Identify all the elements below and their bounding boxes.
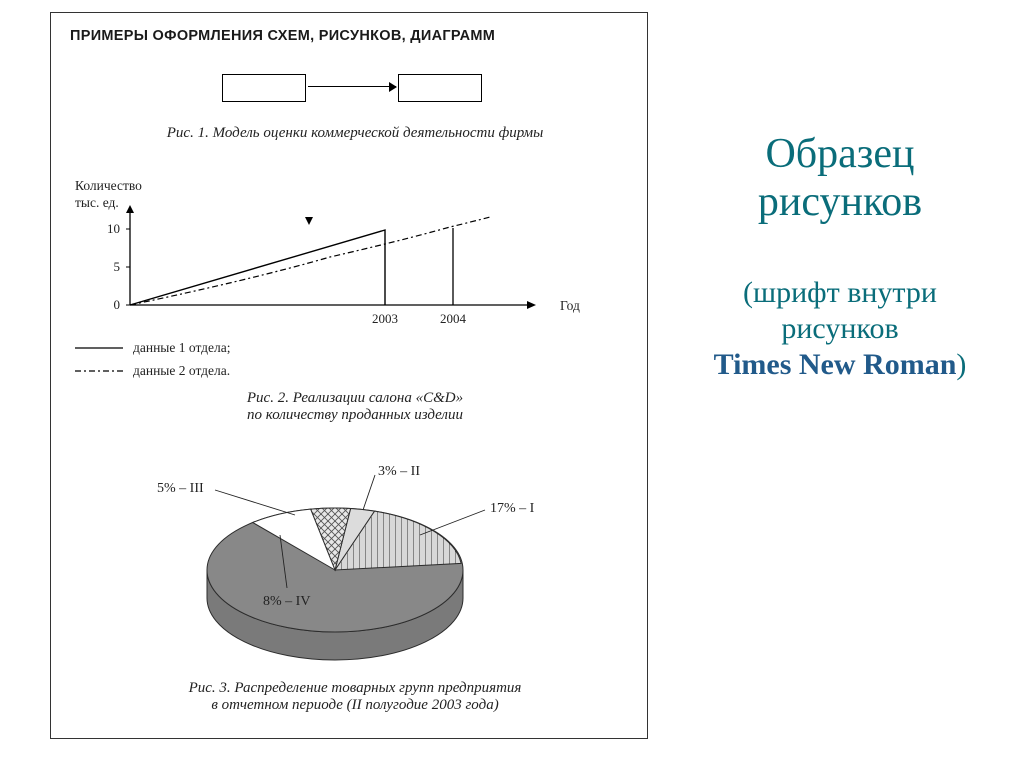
side-title: Образец рисунков bbox=[680, 130, 1000, 227]
fig3-caption-l2: в отчетном периоде (II полугодие 2003 го… bbox=[211, 697, 498, 713]
flow-box-right bbox=[398, 74, 482, 102]
legend2: данные 2 отдела. bbox=[133, 363, 230, 378]
series1-line bbox=[130, 230, 385, 305]
pie-label-1: 17% – I bbox=[490, 501, 535, 516]
ytick5: 5 bbox=[114, 259, 121, 274]
side-subtitle: (шрифт внутри рисунков Times New Roman) bbox=[680, 275, 1000, 383]
fig2-caption-l1: Рис. 2. Реализации салона «C&D» bbox=[247, 390, 463, 406]
fig1-flowchart bbox=[222, 72, 482, 108]
pie-label-3: 5% – III bbox=[157, 481, 204, 496]
page-title: ПРИМЕРЫ ОФОРМЛЕНИЯ СХЕМ, РИСУНКОВ, ДИАГР… bbox=[70, 28, 495, 44]
series2-line bbox=[130, 217, 490, 305]
pie-label-2: 3% – II bbox=[378, 464, 420, 479]
xtick2004: 2004 bbox=[440, 311, 467, 326]
side-panel: Образец рисунков (шрифт внутри рисунков … bbox=[680, 130, 1000, 383]
flow-arrow bbox=[308, 86, 396, 87]
fig2-caption-l2: по количеству проданных изделии bbox=[247, 407, 463, 423]
pie-label-4: 8% – IV bbox=[263, 594, 310, 609]
fig2-caption: Рис. 2. Реализации салона «C&D» по колич… bbox=[95, 390, 615, 424]
fig2-ylabel1: Количество bbox=[75, 178, 142, 193]
fig2-xlabel: Год bbox=[560, 298, 580, 313]
ytick0: 0 bbox=[114, 297, 121, 312]
fig3-caption: Рис. 3. Распределение товарных групп пре… bbox=[95, 680, 615, 714]
fig3-caption-l1: Рис. 3. Распределение товарных групп пре… bbox=[189, 680, 522, 696]
xtick2003: 2003 bbox=[372, 311, 398, 326]
flow-box-left bbox=[222, 74, 306, 102]
fig2-linechart: Количество тыс. ед. 0 5 10 20 bbox=[75, 175, 595, 380]
fig1-caption: Рис. 1. Модель оценки коммерческой деяте… bbox=[95, 125, 615, 142]
triangle-marker bbox=[305, 217, 313, 225]
legend1: данные 1 отдела; bbox=[133, 340, 231, 355]
fig2-ylabel2: тыс. ед. bbox=[75, 195, 119, 210]
fig3-piechart: 17% – I 3% – II 5% – III 8% – IV bbox=[100, 450, 570, 680]
ytick10: 10 bbox=[107, 221, 120, 236]
